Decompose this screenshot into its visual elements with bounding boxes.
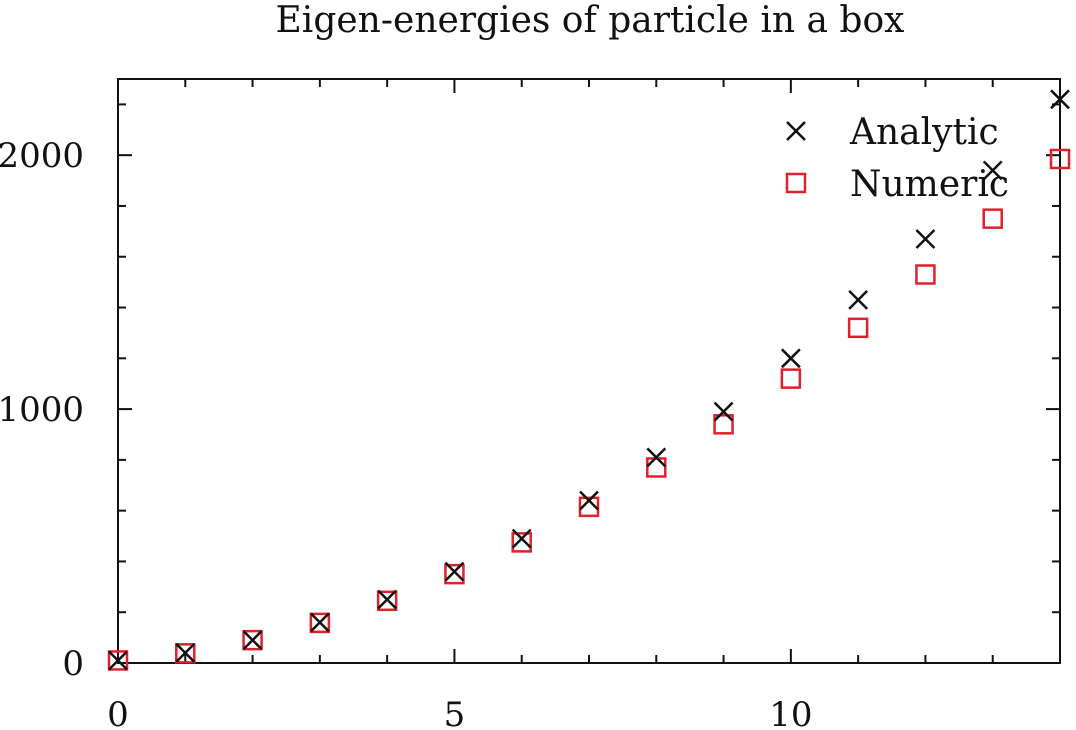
numeric-point <box>376 590 398 612</box>
analytic-point <box>242 630 263 651</box>
axis-ticks <box>117 79 1061 664</box>
y-tick-label: 2000 <box>0 136 84 176</box>
numeric-point <box>444 563 465 585</box>
analytic-point <box>646 447 667 468</box>
legend-marker-analytic <box>786 121 806 141</box>
analytic-point <box>780 348 801 369</box>
numeric-point <box>309 612 331 634</box>
legend-label: Numeric <box>850 164 1009 205</box>
analytic-point <box>713 401 734 422</box>
analytic-point <box>377 589 398 610</box>
legend: Analytic Numeric <box>785 112 1009 205</box>
numeric-point <box>242 629 263 651</box>
numeric-point <box>847 317 869 339</box>
numeric-point <box>175 643 196 664</box>
numeric-point <box>1049 148 1071 170</box>
legend-marker-numeric <box>785 172 807 194</box>
numeric-point <box>107 650 129 671</box>
analytic-point <box>982 160 1003 181</box>
axis-tick-labels: 0 5 10 0 1000 2000 <box>0 136 812 730</box>
numeric-point <box>982 208 1003 229</box>
y-tick-label: 1000 <box>0 390 84 430</box>
analytic-point <box>175 642 196 663</box>
analytic-point <box>579 490 599 511</box>
x-tick-label: 10 <box>769 695 812 730</box>
numeric-point <box>780 368 802 389</box>
y-tick-label: 0 <box>62 644 84 684</box>
numeric-point <box>915 264 936 285</box>
analytic-point <box>848 290 869 310</box>
analytic-point <box>915 229 936 249</box>
numeric-point <box>511 532 532 553</box>
analytic-point <box>1050 89 1070 110</box>
numeric-point <box>713 414 734 435</box>
analytic-point <box>444 561 465 582</box>
chart-title: Eigen-energies of particle in a box <box>276 0 905 41</box>
numeric-point <box>578 496 600 518</box>
analytic-point <box>108 650 128 671</box>
legend-label: Analytic <box>849 112 999 153</box>
x-tick-label: 5 <box>444 695 466 730</box>
numeric-point <box>646 457 667 478</box>
x-tick-label: 0 <box>107 695 129 730</box>
analytic-point <box>309 612 330 633</box>
data-points <box>107 89 1071 671</box>
analytic-point <box>511 528 532 549</box>
